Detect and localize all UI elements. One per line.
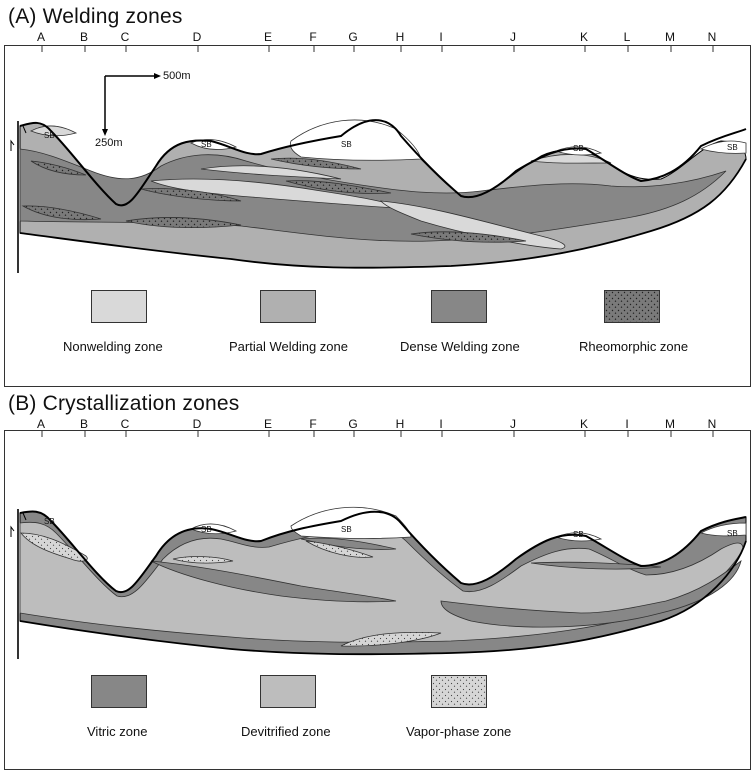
sb-label: SB <box>341 525 352 534</box>
fault-arrow <box>10 512 27 537</box>
vapor-phase-lens <box>172 556 234 564</box>
tick-label: B <box>79 30 89 44</box>
sb-label: SB <box>573 530 584 539</box>
tick-marks <box>41 431 714 437</box>
vapor-phase-lens <box>305 540 374 558</box>
legend-label: Partial Welding zone <box>229 339 348 354</box>
vitric-band <box>440 560 742 628</box>
vitric-band <box>150 560 397 603</box>
legend-swatch <box>260 675 316 708</box>
nonwelding-lens <box>380 200 566 250</box>
rheomorphic-lens <box>125 217 242 228</box>
tick-label: I <box>625 417 629 431</box>
panel-b-title: (B) Crystallization zones <box>8 392 240 415</box>
legend-label: Nonwelding zone <box>63 339 163 354</box>
sb-label: SB <box>201 140 212 149</box>
rheomorphic-lens <box>270 157 362 170</box>
tick-label: F <box>309 30 317 44</box>
base-line <box>19 158 747 269</box>
tick-label: M <box>665 30 675 44</box>
sb-label: SB <box>44 517 55 526</box>
legend-swatch <box>91 290 147 323</box>
legend-swatch <box>260 290 316 323</box>
crystallization-cross-section <box>10 431 747 659</box>
tick-label: I <box>439 30 443 44</box>
crystallization-zones-panel: SB SB SB SB SB Vitric zone Devitrified z… <box>4 430 751 770</box>
rheomorphic-lens <box>140 188 242 202</box>
tick-label: G <box>348 30 358 44</box>
rheomorphic-lens <box>285 180 392 194</box>
legend-swatch <box>91 675 147 708</box>
tick-label: E <box>263 417 273 431</box>
tick-label: C <box>120 30 130 44</box>
tick-label: A <box>36 30 46 44</box>
sb-cap <box>699 522 747 537</box>
nonwelding-lens <box>200 165 342 180</box>
tick-label: F <box>309 417 317 431</box>
rheomorphic-lens <box>30 160 87 176</box>
tick-label: B <box>79 417 89 431</box>
topographic-surface <box>19 510 747 594</box>
legend-swatch <box>604 290 660 323</box>
rheomorphic-lens <box>21 205 102 221</box>
legend-label: Vitric zone <box>87 724 148 739</box>
topographic-surface <box>19 119 747 207</box>
tick-label: G <box>348 417 358 431</box>
nonwelding-cap <box>699 140 747 154</box>
tick-label: J <box>510 417 516 431</box>
tick-label: K <box>579 30 589 44</box>
tick-label: A <box>36 417 46 431</box>
tick-label: C <box>120 417 130 431</box>
tick-label: L <box>623 30 631 44</box>
legend-label: Dense Welding zone <box>400 339 520 354</box>
legend-label: Vapor-phase zone <box>406 724 512 739</box>
sb-label: SB <box>573 144 584 153</box>
panel-b-ticks: A B C D E F G H I J K I M N <box>0 417 755 441</box>
tick-label: D <box>192 30 202 44</box>
vitric-band <box>530 561 662 570</box>
sb-label: SB <box>727 529 738 538</box>
welding-zones-panel: 500m 250m SB SB SB SB SB Nonwelding zone… <box>4 45 751 387</box>
tick-label: D <box>192 417 202 431</box>
base-line <box>19 540 747 656</box>
legend-swatch <box>431 290 487 323</box>
tick-label: N <box>707 417 717 431</box>
sb-label: SB <box>341 140 352 149</box>
welding-cross-section <box>10 46 747 273</box>
panel-a-title: (A) Welding zones <box>8 5 183 28</box>
scale-bar <box>102 73 161 136</box>
sb-cap <box>290 506 412 539</box>
panel-a-ticks: A B C D E F G H I J K L M N <box>0 30 755 54</box>
tick-label: I <box>439 417 443 431</box>
sb-label: SB <box>44 131 55 140</box>
tick-label: K <box>579 417 589 431</box>
tick-label: J <box>510 30 516 44</box>
sb-label: SB <box>727 143 738 152</box>
tick-label: N <box>707 30 717 44</box>
nonwelding-cap <box>30 125 78 137</box>
tick-label: E <box>263 30 273 44</box>
rheomorphic-lens <box>410 231 527 243</box>
legend-label: Devitrified zone <box>241 724 331 739</box>
legend-label: Rheomorphic zone <box>579 339 689 354</box>
scale-vertical-label: 250m <box>95 137 123 149</box>
legend-swatch <box>431 675 487 708</box>
scale-horizontal-label: 500m <box>163 70 191 82</box>
tick-label: H <box>395 417 405 431</box>
tick-label: M <box>665 417 675 431</box>
tick-marks <box>41 46 714 52</box>
fault-arrow <box>10 125 27 151</box>
nonwelding-lens <box>530 154 612 164</box>
tick-label: H <box>395 30 405 44</box>
sb-label: SB <box>201 525 212 534</box>
vapor-phase-lens <box>340 631 442 647</box>
